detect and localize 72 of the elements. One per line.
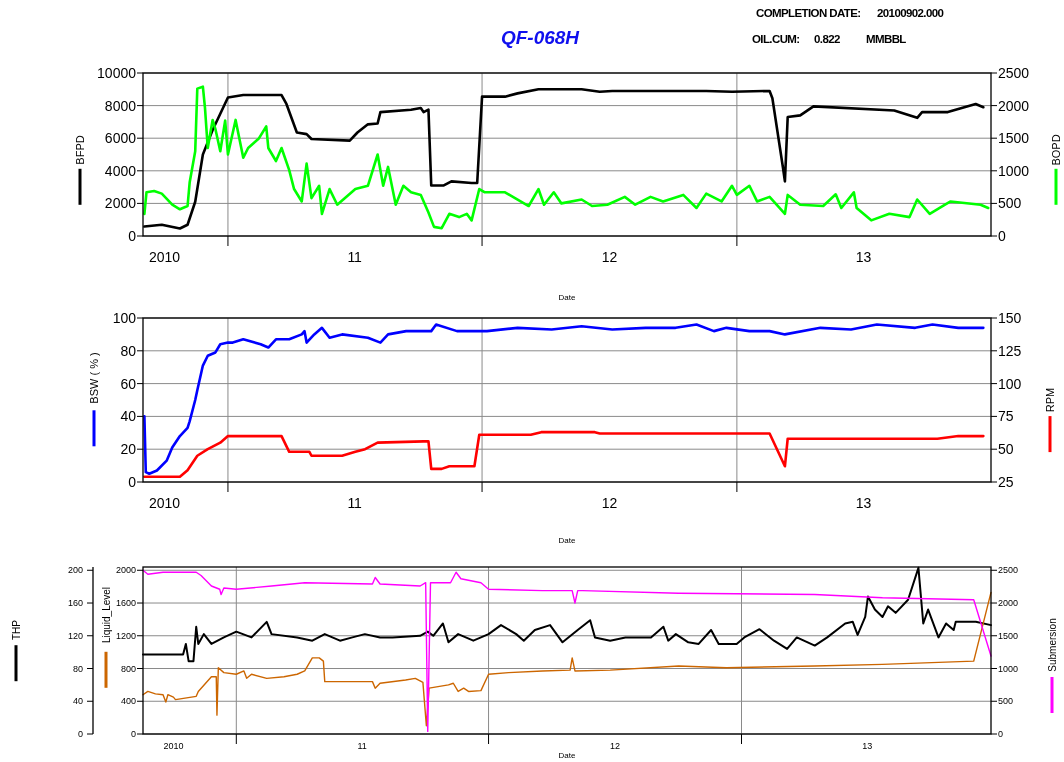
x-tick-label: 2010 (163, 741, 184, 752)
text: 0.822 (814, 33, 840, 45)
y3-tick-label: 120 (67, 630, 83, 641)
y3-axis-title: THP (10, 619, 22, 640)
text: MMBBL (866, 33, 907, 45)
y2-tick-label: 1000 (998, 162, 1030, 179)
chart-title: QF-068H (500, 27, 581, 48)
y2-tick-label: 500 (998, 195, 1022, 212)
y-tick-label: 100 (112, 309, 137, 326)
y2-axis-title: Submersion (1046, 618, 1058, 672)
line-series (143, 430, 985, 479)
text: OIL.CUM: (752, 33, 800, 45)
y-tick-label: 40 (120, 408, 137, 425)
y-tick-label: 6000 (104, 130, 137, 147)
y2-tick-label: 500 (998, 696, 1014, 707)
x-tick-label: 2010 (149, 248, 181, 265)
x-tick-label: 12 (610, 741, 621, 752)
y2-tick-label: 2500 (998, 565, 1019, 576)
y2-tick-label: 150 (998, 309, 1022, 326)
y2-tick-label: 2500 (998, 64, 1030, 81)
x-axis-title: Date (558, 293, 576, 302)
y-axis-title: Liquid_Level (100, 586, 112, 644)
y3-tick-label: 160 (67, 598, 83, 609)
text: COMPLETION DATE: (756, 7, 861, 19)
x-tick-label: 11 (357, 741, 367, 752)
x-axis-title: Date (558, 536, 576, 545)
text: 20100902.000 (877, 7, 944, 19)
y-tick-label: 0 (128, 473, 137, 490)
y3-tick-label: 200 (67, 565, 83, 576)
y2-axis-title: BOPD (1049, 134, 1062, 166)
y-tick-label: 1200 (115, 630, 136, 641)
y3-tick-label: 80 (72, 663, 83, 674)
y2-tick-label: 1500 (998, 630, 1019, 641)
x-tick-label: 2010 (149, 494, 181, 511)
y-tick-label: 0 (130, 729, 136, 740)
y2-tick-label: 0 (998, 729, 1004, 740)
x-tick-label: 11 (347, 494, 363, 511)
y2-tick-label: 0 (998, 227, 1006, 244)
y-tick-label: 4000 (104, 162, 137, 179)
y-tick-label: 10000 (97, 64, 137, 81)
x-tick-label: 13 (862, 741, 873, 752)
y-axis-title: BFPD (73, 135, 86, 165)
x-tick-label: 13 (855, 248, 872, 265)
x-tick-label: 12 (601, 248, 618, 265)
y-tick-label: 1600 (115, 598, 136, 609)
y-tick-label: 2000 (104, 195, 137, 212)
y2-tick-label: 25 (998, 473, 1014, 490)
y-tick-label: 60 (120, 375, 137, 392)
y3-tick-label: 0 (77, 729, 83, 740)
y-axis-title: BSW ( % ) (87, 352, 100, 404)
y2-axis-title: RPM (1043, 387, 1056, 413)
y2-tick-label: 125 (998, 342, 1022, 359)
y-tick-label: 80 (120, 342, 137, 359)
y2-tick-label: 75 (998, 408, 1014, 425)
y-tick-label: 20 (120, 441, 137, 458)
y-tick-label: 800 (120, 663, 136, 674)
y-tick-label: 0 (128, 227, 137, 244)
y3-tick-label: 40 (72, 696, 83, 707)
y-tick-label: 8000 (104, 97, 137, 114)
line-series (143, 323, 985, 476)
x-tick-label: 13 (855, 494, 872, 511)
y2-tick-label: 2000 (998, 97, 1030, 114)
y2-tick-label: 1500 (998, 130, 1030, 147)
y-tick-label: 400 (120, 696, 136, 707)
y2-tick-label: 1000 (998, 663, 1019, 674)
y2-tick-label: 50 (998, 441, 1014, 458)
y2-tick-label: 100 (998, 375, 1022, 392)
y-tick-label: 2000 (115, 565, 136, 576)
y2-tick-label: 2000 (998, 598, 1019, 609)
x-axis-title: Date (558, 751, 576, 760)
x-tick-label: 12 (601, 494, 618, 511)
x-tick-label: 11 (347, 248, 363, 265)
